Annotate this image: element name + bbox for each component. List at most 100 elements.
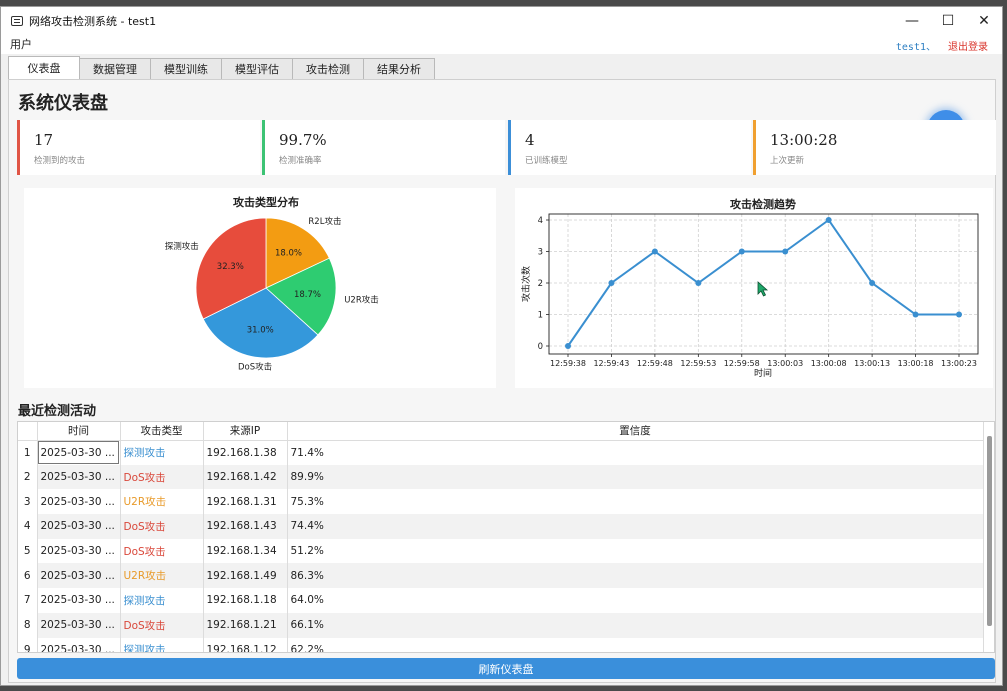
tab-attack-detection[interactable]: 攻击检测 bbox=[292, 58, 364, 79]
cell-confidence[interactable]: 89.9% bbox=[287, 464, 984, 490]
pie-value-label: 32.3% bbox=[217, 262, 244, 272]
stat-label: 检测到的攻击 bbox=[34, 156, 86, 166]
row-number[interactable]: 5 bbox=[18, 538, 38, 564]
column-header-confidence[interactable]: 置信度 bbox=[287, 422, 984, 441]
cell-source-ip[interactable]: 192.168.1.49 bbox=[203, 563, 288, 589]
row-number[interactable]: 1 bbox=[18, 440, 38, 465]
recent-activity-title: 最近检测活动 bbox=[18, 404, 97, 419]
cell-time[interactable]: 2025-03-30 ... bbox=[37, 612, 121, 638]
x-tick-label: 12:59:58 bbox=[724, 359, 760, 368]
cell-time[interactable]: 2025-03-30 ... bbox=[37, 637, 121, 652]
stat-card-last-update: 13:00:28 上次更新 bbox=[753, 120, 996, 175]
data-point bbox=[738, 248, 745, 255]
cell-confidence[interactable]: 74.4% bbox=[287, 514, 984, 539]
data-point bbox=[782, 248, 789, 255]
table-row[interactable]: 3 2025-03-30 ... U2R攻击 192.168.1.31 75.3% bbox=[18, 489, 984, 515]
cell-attack-type[interactable]: U2R攻击 bbox=[120, 489, 204, 515]
column-header-type[interactable]: 攻击类型 bbox=[120, 422, 204, 441]
column-header-time[interactable]: 时间 bbox=[37, 422, 121, 441]
column-header-ip[interactable]: 来源IP bbox=[203, 422, 288, 441]
x-tick-label: 13:00:03 bbox=[767, 359, 803, 368]
cell-source-ip[interactable]: 192.168.1.42 bbox=[203, 464, 288, 490]
cell-source-ip[interactable]: 192.168.1.12 bbox=[203, 637, 288, 652]
cell-confidence[interactable]: 66.1% bbox=[287, 612, 984, 638]
stat-value: 13:00:28 bbox=[770, 131, 838, 149]
cell-attack-type[interactable]: DoS攻击 bbox=[120, 538, 204, 564]
minimize-button[interactable]: — bbox=[905, 12, 919, 29]
row-number[interactable]: 7 bbox=[18, 588, 38, 613]
x-tick-label: 12:59:38 bbox=[550, 359, 586, 368]
cell-attack-type[interactable]: 探测攻击 bbox=[120, 440, 204, 465]
x-tick-label: 13:00:13 bbox=[854, 359, 890, 368]
cell-source-ip[interactable]: 192.168.1.43 bbox=[203, 514, 288, 539]
table-row[interactable]: 5 2025-03-30 ... DoS攻击 192.168.1.34 51.2% bbox=[18, 538, 984, 564]
table-row[interactable]: 1 2025-03-30 ... 探测攻击 192.168.1.38 71.4% bbox=[18, 440, 984, 465]
data-point bbox=[869, 280, 876, 286]
cell-attack-type[interactable]: 探测攻击 bbox=[120, 588, 204, 613]
cell-confidence[interactable]: 62.2% bbox=[287, 637, 984, 652]
pie-value-label: 18.0% bbox=[275, 249, 302, 259]
series-line bbox=[567, 218, 959, 347]
cell-confidence[interactable]: 86.3% bbox=[287, 563, 984, 589]
cell-attack-type[interactable]: DoS攻击 bbox=[120, 514, 204, 539]
cell-time[interactable]: 2025-03-30 ... bbox=[37, 464, 121, 490]
x-tick-label: 13:00:08 bbox=[811, 359, 847, 368]
table-scrollbar[interactable] bbox=[987, 436, 992, 626]
row-number[interactable]: 3 bbox=[18, 489, 38, 515]
pie-category-label: R2L攻击 bbox=[308, 216, 341, 227]
cell-source-ip[interactable]: 192.168.1.31 bbox=[203, 489, 288, 515]
row-number[interactable]: 4 bbox=[18, 514, 38, 539]
app-icon bbox=[11, 15, 23, 26]
cell-attack-type[interactable]: U2R攻击 bbox=[120, 563, 204, 589]
cell-time[interactable]: 2025-03-30 ... bbox=[37, 514, 121, 539]
row-number[interactable]: 8 bbox=[18, 612, 38, 638]
stat-value: 17 bbox=[34, 131, 54, 149]
cell-time[interactable]: 2025-03-30 ... bbox=[37, 489, 121, 515]
plot-frame bbox=[548, 213, 979, 355]
cell-source-ip[interactable]: 192.168.1.18 bbox=[203, 588, 288, 613]
pie-slice bbox=[265, 217, 330, 289]
maximize-button[interactable]: ☐ bbox=[941, 12, 955, 29]
cell-attack-type[interactable]: DoS攻击 bbox=[120, 612, 204, 638]
cell-source-ip[interactable]: 192.168.1.34 bbox=[203, 538, 288, 564]
logout-link[interactable]: 退出登录 bbox=[948, 42, 988, 53]
table-row[interactable]: 2 2025-03-30 ... DoS攻击 192.168.1.42 89.9% bbox=[18, 464, 984, 490]
cell-confidence[interactable]: 71.4% bbox=[287, 440, 984, 465]
tab-dashboard[interactable]: 仪表盘 bbox=[8, 56, 80, 79]
row-number[interactable]: 6 bbox=[18, 563, 38, 589]
table-row[interactable]: 7 2025-03-30 ... 探测攻击 192.168.1.18 64.0% bbox=[18, 588, 984, 613]
table-row[interactable]: 9 2025-03-30 ... 探测攻击 192.168.1.12 62.2% bbox=[18, 637, 984, 652]
tab-model-training[interactable]: 模型训练 bbox=[150, 58, 222, 79]
cell-time[interactable]: 2025-03-30 ... bbox=[37, 588, 121, 613]
cell-source-ip[interactable]: 192.168.1.21 bbox=[203, 612, 288, 638]
table-row[interactable]: 8 2025-03-30 ... DoS攻击 192.168.1.21 66.1% bbox=[18, 612, 984, 638]
data-point bbox=[608, 280, 615, 286]
cell-time[interactable]: 2025-03-30 ... bbox=[37, 538, 121, 564]
tab-model-evaluation[interactable]: 模型评估 bbox=[221, 58, 293, 79]
row-number-header bbox=[18, 422, 38, 441]
cell-confidence[interactable]: 51.2% bbox=[287, 538, 984, 564]
tab-result-analysis[interactable]: 结果分析 bbox=[363, 58, 435, 79]
cell-attack-type[interactable]: 探测攻击 bbox=[120, 637, 204, 652]
y-tick-label: 1 bbox=[538, 311, 543, 321]
cell-confidence[interactable]: 75.3% bbox=[287, 489, 984, 515]
stat-card-attacks: 17 检测到的攻击 bbox=[17, 120, 260, 175]
title-bar: 网络攻击检测系统 - test1 — ☐ ✕ bbox=[1, 7, 1002, 34]
tab-data-management[interactable]: 数据管理 bbox=[79, 58, 151, 79]
data-point bbox=[912, 311, 919, 318]
refresh-dashboard-button[interactable]: 刷新仪表盘 bbox=[17, 658, 995, 679]
row-number[interactable]: 2 bbox=[18, 464, 38, 490]
cell-time[interactable]: 2025-03-30 ... bbox=[37, 440, 121, 465]
cell-time[interactable]: 2025-03-30 ... bbox=[37, 563, 121, 589]
window-title: 网络攻击检测系统 - test1 bbox=[29, 14, 157, 28]
line-chart: 攻击检测趋势 时间 攻击次数 0 1 2 3 4 12:59:38 12:59:43 12:5… bbox=[520, 197, 979, 379]
table-row[interactable]: 4 2025-03-30 ... DoS攻击 192.168.1.43 74.4% bbox=[18, 514, 984, 539]
activity-table: 时间 攻击类型 来源IP 置信度 1 2025-03-30 ... 探测攻击 192.… bbox=[17, 421, 995, 653]
menu-user[interactable]: 用户 bbox=[10, 38, 32, 51]
close-button[interactable]: ✕ bbox=[978, 12, 990, 29]
cell-confidence[interactable]: 64.0% bbox=[287, 588, 984, 613]
table-row[interactable]: 6 2025-03-30 ... U2R攻击 192.168.1.49 86.3% bbox=[18, 563, 984, 589]
cell-source-ip[interactable]: 192.168.1.38 bbox=[203, 440, 288, 465]
row-number[interactable]: 9 bbox=[18, 637, 38, 652]
cell-attack-type[interactable]: DoS攻击 bbox=[120, 464, 204, 490]
